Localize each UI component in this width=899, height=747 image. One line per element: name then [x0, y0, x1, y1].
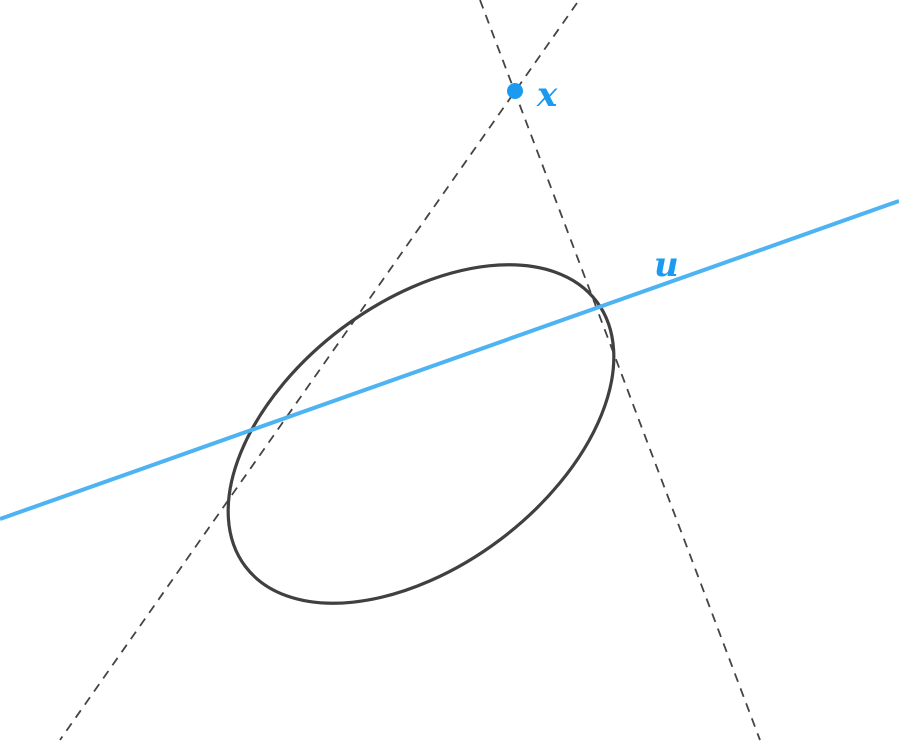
tangent-line-left: [59, 2, 578, 741]
point-x[interactable]: [507, 83, 523, 99]
point-label-x: x: [536, 75, 558, 115]
polar-line-u: [0, 199, 899, 521]
line-label-u: u: [654, 245, 679, 285]
ellipse-conic: [226, 263, 616, 605]
tangent-line-right: [479, 0, 761, 741]
